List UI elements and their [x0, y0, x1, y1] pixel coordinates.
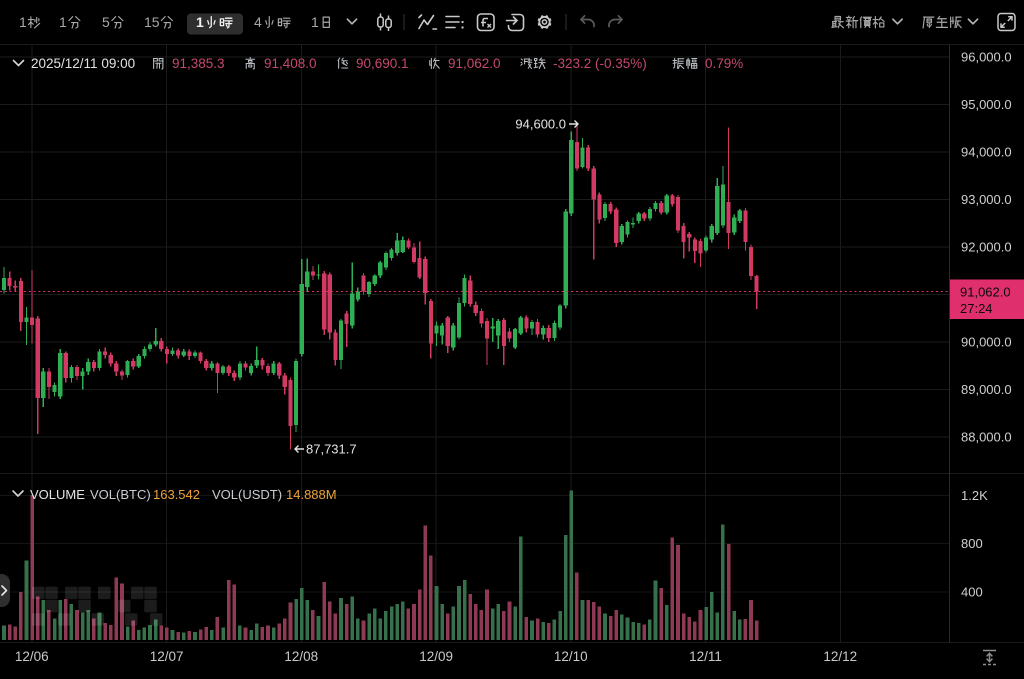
svg-text:4: 4 [254, 14, 262, 30]
svg-text:400: 400 [961, 584, 983, 599]
svg-text:VOL(BTC): VOL(BTC) [90, 487, 151, 502]
svg-text:12/07: 12/07 [150, 649, 184, 664]
svg-text:2025/12/11 09:00: 2025/12/11 09:00 [31, 56, 135, 71]
svg-text:12/11: 12/11 [689, 649, 722, 664]
svg-text:163.542: 163.542 [153, 487, 200, 502]
svg-text:1.2K: 1.2K [961, 488, 988, 503]
svg-text:12/08: 12/08 [284, 649, 318, 664]
svg-text:95,000.0: 95,000.0 [961, 97, 1012, 112]
svg-text:1: 1 [196, 14, 204, 30]
svg-text:91,408.0: 91,408.0 [264, 56, 317, 71]
svg-text:12/06: 12/06 [15, 649, 49, 664]
svg-text:93,000.0: 93,000.0 [961, 192, 1012, 207]
svg-text:94,600.0: 94,600.0 [515, 117, 566, 132]
svg-text:12/12: 12/12 [823, 649, 857, 664]
svg-text:14.888M: 14.888M [286, 487, 337, 502]
svg-text:89,000.0: 89,000.0 [961, 382, 1012, 397]
svg-text:15: 15 [144, 14, 160, 30]
svg-text:0.79%: 0.79% [705, 56, 743, 71]
svg-text:92,000.0: 92,000.0 [961, 240, 1012, 255]
svg-text:90,690.1: 90,690.1 [356, 56, 409, 71]
svg-text:87,731.7: 87,731.7 [306, 442, 357, 457]
svg-text:88,000.0: 88,000.0 [961, 430, 1012, 445]
svg-text:1: 1 [59, 14, 67, 30]
svg-text:27:24: 27:24 [960, 301, 993, 316]
svg-text:96,000.0: 96,000.0 [961, 50, 1012, 65]
svg-text:800: 800 [961, 536, 983, 551]
svg-text:90,000.0: 90,000.0 [961, 335, 1012, 350]
svg-text:91,062.0: 91,062.0 [448, 56, 501, 71]
svg-text:5: 5 [102, 14, 110, 30]
svg-text:94,000.0: 94,000.0 [961, 145, 1012, 160]
svg-text:VOLUME: VOLUME [30, 487, 85, 502]
svg-text:91,062.0: 91,062.0 [960, 285, 1011, 300]
svg-text:12/09: 12/09 [419, 649, 453, 664]
svg-text:VOL(USDT): VOL(USDT) [212, 487, 282, 502]
svg-text:1: 1 [311, 14, 319, 30]
svg-text:91,385.3: 91,385.3 [172, 56, 225, 71]
svg-text:-323.2 (-0.35%): -323.2 (-0.35%) [553, 56, 647, 71]
svg-text:1: 1 [19, 14, 27, 30]
svg-text:12/10: 12/10 [554, 649, 588, 664]
